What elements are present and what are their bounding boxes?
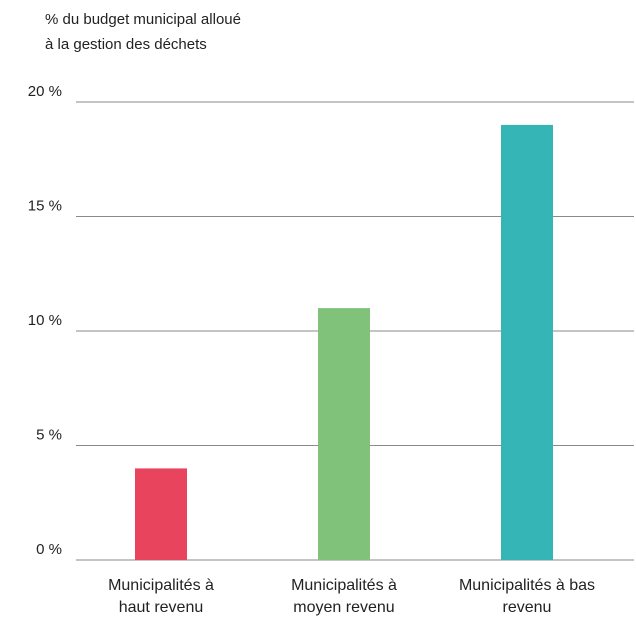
- bar: [135, 468, 187, 560]
- x-category-label: moyen revenu: [293, 599, 394, 616]
- y-axis-title-line: % du budget municipal alloué: [45, 11, 241, 28]
- bar: [501, 124, 553, 561]
- x-category-label: Municipalités à: [108, 577, 214, 594]
- y-tick-label: 20 %: [28, 83, 62, 100]
- y-tick-label: 15 %: [28, 198, 62, 215]
- y-tick-label: 5 %: [36, 427, 62, 444]
- x-category-label: revenu: [503, 599, 552, 616]
- x-category-label: Municipalités à bas: [459, 577, 595, 594]
- y-tick-label: 10 %: [28, 312, 62, 329]
- y-axis-title-line: à la gestion des déchets: [45, 36, 207, 53]
- y-tick-label: 0 %: [36, 541, 62, 558]
- x-category-label: Municipalités à: [291, 577, 397, 594]
- bar: [318, 308, 370, 560]
- x-category-label: haut revenu: [119, 599, 204, 616]
